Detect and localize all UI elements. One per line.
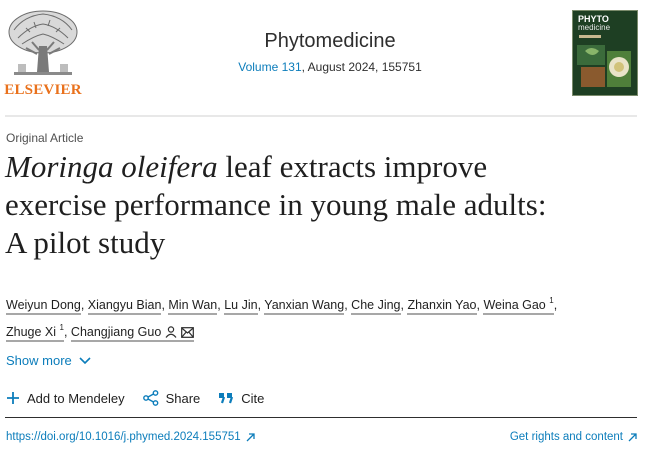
article-actions: Add to Mendeley Share Cite — [6, 390, 282, 406]
person-icon — [165, 322, 177, 346]
author-link[interactable]: Weina Gao 1 — [483, 296, 554, 316]
title-part-2: exercise performance in young male adult… — [5, 187, 547, 222]
title-species-name: Moringa oleifera — [5, 149, 218, 184]
corresponding-author-link[interactable]: Changjiang Guo — [70, 325, 195, 343]
doi-link[interactable]: https://doi.org/10.1016/j.phymed.2024.15… — [6, 431, 255, 443]
journal-header: ELSEVIER Phytomedicine Volume 131, Augus… — [0, 0, 660, 108]
article-type: Original Article — [6, 131, 84, 145]
header-divider — [5, 115, 637, 117]
add-to-mendeley-button[interactable]: Add to Mendeley — [6, 391, 125, 406]
elsevier-tree-logo — [8, 10, 78, 75]
affiliation-marker: 1 — [59, 323, 64, 333]
show-more-button[interactable]: Show more — [6, 353, 91, 368]
doi-text: https://doi.org/10.1016/j.phymed.2024.15… — [6, 431, 241, 443]
title-part-1: leaf extracts improve — [217, 149, 488, 184]
issue-details: , August 2024, 155751 — [301, 60, 422, 74]
rights-text: Get rights and content — [509, 431, 623, 443]
cite-label: Cite — [241, 390, 265, 406]
show-more-label: Show more — [6, 353, 72, 368]
cover-artwork — [577, 35, 631, 87]
external-arrow-icon — [628, 432, 637, 441]
journal-cover[interactable]: PHYTO medicine — [572, 10, 638, 96]
author-link[interactable]: Che Jing — [351, 298, 401, 316]
author-link[interactable]: Min Wan — [168, 298, 218, 316]
elsevier-wordmark: ELSEVIER — [4, 82, 82, 98]
author-link[interactable]: Xiangyu Bian — [87, 298, 162, 316]
external-arrow-icon — [246, 432, 255, 441]
cover-subtitle: medicine — [578, 23, 611, 32]
title-part-3: A pilot study — [5, 225, 166, 260]
elsevier-logo[interactable]: ELSEVIER — [4, 8, 82, 100]
issue-line: Volume 131, August 2024, 155751 — [160, 60, 500, 74]
envelope-icon — [181, 322, 195, 346]
author-link[interactable]: Lu Jin — [224, 298, 258, 316]
share-button[interactable]: Share — [142, 390, 201, 406]
actions-divider — [5, 417, 637, 418]
share-icon — [142, 390, 158, 406]
author-link[interactable]: Weiyun Dong — [6, 298, 81, 316]
add-to-mendeley-label: Add to Mendeley — [27, 390, 125, 406]
share-label: Share — [165, 390, 201, 406]
chevron-down-icon — [79, 356, 91, 364]
journal-title[interactable]: Phytomedicine — [264, 30, 396, 52]
author-link[interactable]: Zhuge Xi 1 — [6, 323, 64, 343]
cover-title: PHYTO — [578, 14, 609, 24]
article-title: Moringa oleifera leaf extracts improve e… — [5, 148, 645, 262]
affiliation-marker: 1 — [549, 296, 554, 305]
author-list: Weiyun Dong, Xiangyu Bian, Min Wan, Lu J… — [6, 290, 646, 346]
volume-link[interactable]: Volume 131 — [238, 60, 302, 74]
author-link[interactable]: Yanxian Wang — [264, 298, 345, 316]
get-rights-link[interactable]: Get rights and content — [510, 431, 637, 443]
quote-icon — [219, 393, 234, 404]
plus-icon — [7, 392, 19, 404]
journal-info: Phytomedicine Volume 131, August 2024, 1… — [160, 30, 500, 74]
cite-button[interactable]: Cite — [218, 391, 264, 406]
author-link[interactable]: Zhanxin Yao — [407, 298, 477, 316]
